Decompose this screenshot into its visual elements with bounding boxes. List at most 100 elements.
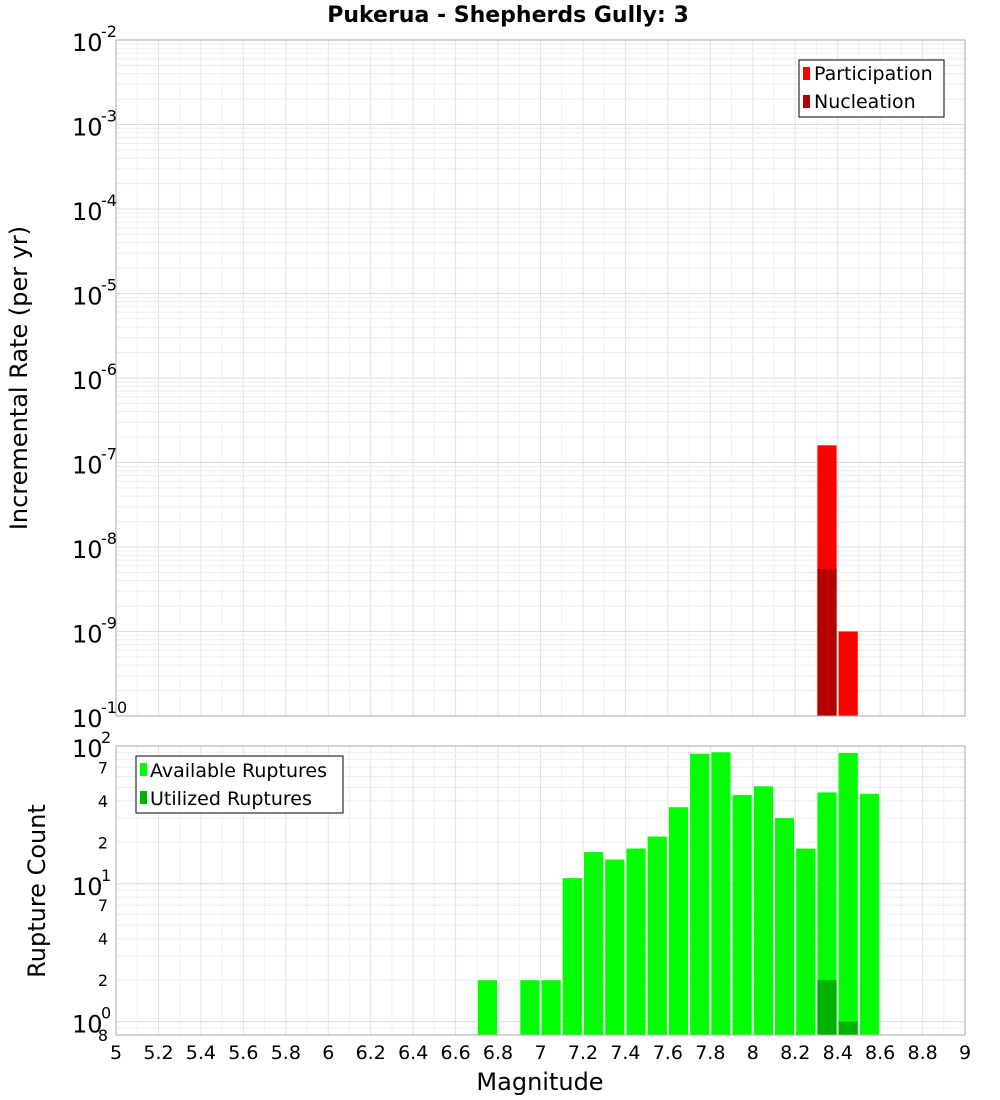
legend-label-participation: Participation bbox=[814, 63, 933, 85]
x-tick-label: 8.8 bbox=[907, 1042, 937, 1064]
x-tick-label: 7.2 bbox=[568, 1042, 598, 1064]
bottom-bar-available-ruptures bbox=[668, 807, 689, 1035]
bottom-bar-available-ruptures bbox=[541, 980, 561, 1035]
bottom-y-tick-label: 10 bbox=[72, 735, 103, 763]
x-ticks: 5 5.2 5.4 5.6 5.8 6 6.2 6.4 6.6 6.8 7 7.2 7.4 7.6 7.8 8… bbox=[110, 1042, 971, 1064]
bottom-y-tick-exponent: 0 bbox=[101, 1004, 111, 1023]
legend-swatch-nucleation bbox=[803, 95, 810, 108]
bottom-y-tick-label: 10 bbox=[72, 873, 103, 901]
bottom-bar-available-ruptures bbox=[859, 793, 880, 1035]
top-y-tick-label: 10 bbox=[72, 198, 103, 226]
top-plot-border bbox=[115, 39, 966, 717]
bottom-y-tick-label: 10 bbox=[72, 1011, 103, 1039]
top-plot: 10-210-310-410-510-610-710-810-910-10 In… bbox=[5, 22, 966, 733]
bottom-y-minor-tick-label: 4 bbox=[98, 930, 108, 949]
bottom-bar-available-ruptures bbox=[711, 752, 731, 1035]
x-tick-label: 5 bbox=[110, 1042, 122, 1064]
bottom-bar-available-ruptures bbox=[690, 753, 710, 1035]
x-tick-label: 8.2 bbox=[780, 1042, 810, 1064]
x-tick-label: 6.8 bbox=[483, 1042, 513, 1064]
x-tick-label: 6.4 bbox=[398, 1042, 428, 1064]
x-tick-label: 5.8 bbox=[271, 1042, 301, 1064]
bottom-bar-available-ruptures bbox=[647, 836, 667, 1035]
top-y-tick-exponent: -3 bbox=[101, 107, 117, 126]
top-y-tick-label: 10 bbox=[72, 283, 103, 311]
bottom-y-minor-tick-label: 7 bbox=[98, 758, 108, 777]
top-y-tick-label: 10 bbox=[72, 452, 103, 480]
top-y-tick-exponent: -2 bbox=[101, 22, 117, 41]
bottom-y-minor-tick-label: 7 bbox=[98, 896, 108, 915]
bottom-bar-available-ruptures bbox=[838, 753, 858, 1035]
bottom-bar-available-ruptures bbox=[626, 848, 646, 1035]
top-y-tick-exponent: -10 bbox=[101, 698, 127, 717]
bottom-bar-available-ruptures bbox=[732, 795, 752, 1035]
top-y-tick-exponent: -8 bbox=[101, 529, 117, 548]
x-tick-label: 7.6 bbox=[653, 1042, 683, 1064]
x-tick-label: 8 bbox=[747, 1042, 759, 1064]
top-y-tick-label: 10 bbox=[72, 114, 103, 142]
bottom-bar-available-ruptures bbox=[605, 859, 625, 1035]
bottom-legend-box bbox=[135, 755, 344, 814]
bottom-bar-available-ruptures bbox=[477, 980, 497, 1035]
x-tick-label: 5.6 bbox=[228, 1042, 258, 1064]
chart-title: Pukerua - Shepherds Gully: 3 bbox=[327, 3, 689, 28]
top-legend: Participation Nucleation bbox=[798, 59, 945, 118]
top-grid bbox=[115, 40, 966, 717]
legend-label-nucleation: Nucleation bbox=[814, 91, 916, 113]
bottom-bar-utilized-ruptures bbox=[817, 980, 837, 1035]
bottom-bar-available-ruptures bbox=[562, 878, 582, 1035]
top-y-tick-label: 10 bbox=[72, 367, 103, 395]
x-tick-label: 6.2 bbox=[356, 1042, 386, 1064]
top-y-tick-label: 10 bbox=[72, 29, 103, 57]
bottom-bar-available-ruptures bbox=[584, 852, 604, 1035]
x-tick-label: 7.8 bbox=[695, 1042, 725, 1064]
top-y-tick-label: 10 bbox=[72, 705, 103, 733]
x-tick-label: 5.4 bbox=[186, 1042, 216, 1064]
bottom-bar-available-ruptures bbox=[775, 818, 795, 1035]
top-y-tick-label: 10 bbox=[72, 621, 103, 649]
legend-swatch-available-ruptures bbox=[140, 763, 147, 776]
x-tick-label: 8.4 bbox=[823, 1042, 853, 1064]
top-legend-box bbox=[798, 59, 945, 118]
bottom-y-axis-label: Rupture Count bbox=[23, 804, 51, 978]
top-y-tick-exponent: -7 bbox=[101, 445, 117, 464]
bottom-bar-utilized-ruptures bbox=[838, 1021, 858, 1035]
top-y-ticks: 10-210-310-410-510-610-710-810-910-10 bbox=[72, 22, 127, 733]
top-y-tick-exponent: -6 bbox=[101, 360, 117, 379]
bottom-y-minor-tick-label: 2 bbox=[98, 833, 108, 852]
bottom-plot-border bbox=[115, 745, 966, 1036]
bottom-y-tick-exponent: 2 bbox=[101, 728, 111, 747]
legend-label-available-ruptures: Available Ruptures bbox=[150, 760, 327, 782]
x-axis-label: Magnitude bbox=[476, 1068, 603, 1096]
top-bars bbox=[817, 445, 858, 716]
bottom-y-minor-tick-label: 4 bbox=[98, 792, 108, 811]
bottom-bar-available-ruptures bbox=[817, 792, 837, 1035]
x-tick-label: 7 bbox=[534, 1042, 546, 1064]
top-y-tick-exponent: -4 bbox=[101, 191, 117, 210]
legend-swatch-utilized-ruptures bbox=[140, 791, 147, 804]
bottom-bars bbox=[477, 752, 880, 1035]
top-bar-nucleation bbox=[817, 568, 837, 716]
top-y-tick-label: 10 bbox=[72, 536, 103, 564]
bottom-y-tick-exponent: 1 bbox=[101, 866, 111, 885]
x-tick-label: 8.6 bbox=[865, 1042, 895, 1064]
x-tick-label: 6 bbox=[322, 1042, 334, 1064]
bottom-bar-available-ruptures bbox=[796, 848, 816, 1035]
top-y-tick-exponent: -5 bbox=[101, 276, 117, 295]
x-tick-label: 7.4 bbox=[610, 1042, 640, 1064]
bottom-legend: Available Ruptures Utilized Ruptures bbox=[135, 755, 344, 814]
legend-swatch-participation bbox=[803, 67, 810, 80]
bottom-y-minor-tick-label: 8 bbox=[98, 1026, 108, 1045]
x-tick-label: 6.6 bbox=[440, 1042, 470, 1064]
bottom-y-minor-tick-label: 2 bbox=[98, 971, 108, 990]
top-bar-participation bbox=[838, 631, 858, 716]
bottom-bar-available-ruptures bbox=[753, 786, 773, 1035]
x-tick-label: 9 bbox=[959, 1042, 971, 1064]
x-tick-label: 5.2 bbox=[143, 1042, 173, 1064]
bottom-bar-available-ruptures bbox=[520, 980, 540, 1035]
top-y-tick-exponent: -9 bbox=[101, 614, 117, 633]
legend-label-utilized-ruptures: Utilized Ruptures bbox=[150, 788, 312, 810]
